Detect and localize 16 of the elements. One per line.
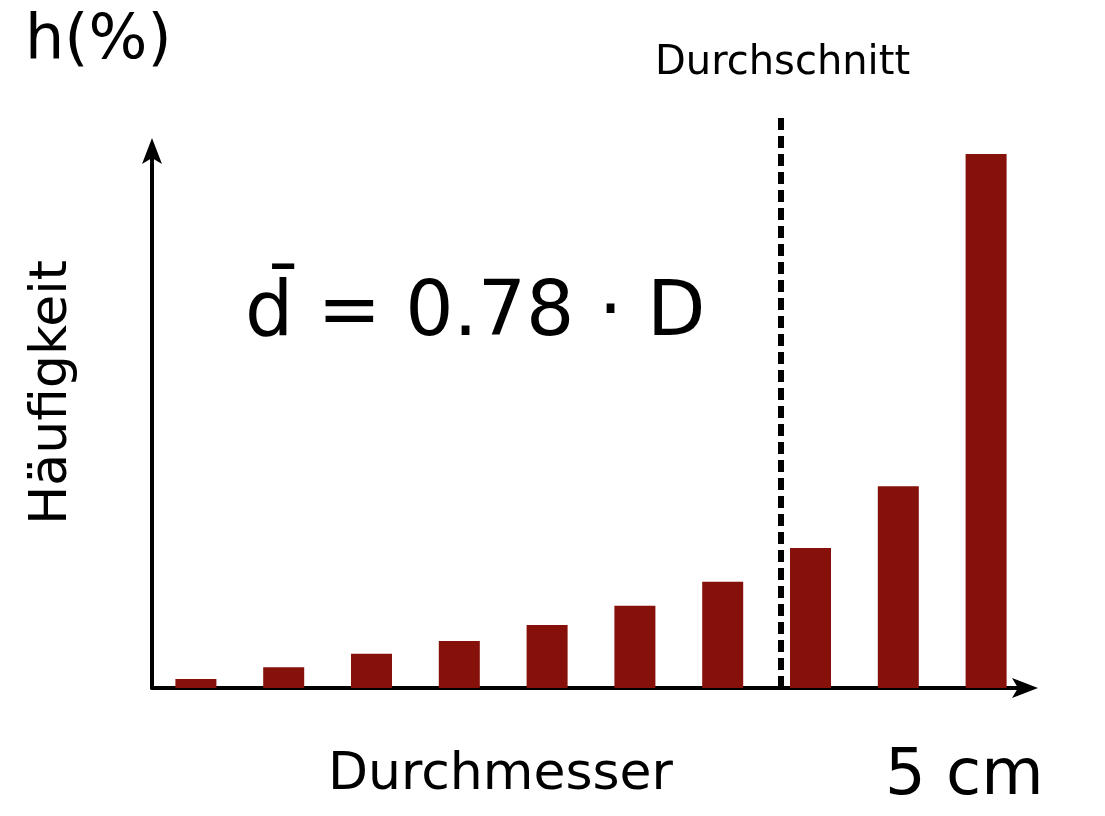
bar xyxy=(175,678,217,688)
x-axis-title: Durchmesser xyxy=(328,741,674,801)
bar xyxy=(526,624,568,688)
bar xyxy=(702,581,744,688)
bar xyxy=(263,667,305,688)
bar xyxy=(438,641,480,688)
bar xyxy=(965,154,1007,688)
bar xyxy=(790,548,831,688)
annotation: d̄ = 0.78 · D xyxy=(245,262,706,353)
y-axis-title: Häufigkeit xyxy=(18,259,78,525)
bar xyxy=(877,486,919,688)
text: Durchschnitt xyxy=(655,37,911,83)
bar xyxy=(351,653,392,688)
bar xyxy=(614,605,656,688)
text: h(%) xyxy=(25,0,172,73)
text: 5 cm xyxy=(885,735,1044,809)
